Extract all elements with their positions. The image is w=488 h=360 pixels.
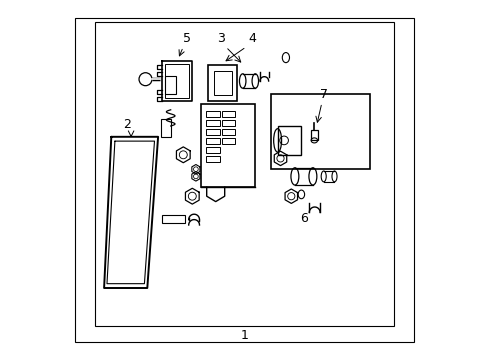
Text: 4: 4 [248, 32, 256, 45]
Bar [95, 22, 393, 326]
Bar [162, 215, 185, 223]
Bar [208, 65, 237, 101]
Bar [222, 138, 234, 144]
Bar [310, 130, 317, 140]
Bar [205, 111, 220, 117]
Bar [201, 104, 255, 187]
Text: 6: 6 [299, 212, 307, 225]
Bar [222, 120, 234, 126]
Bar [205, 120, 220, 126]
Bar [277, 126, 301, 155]
Text: 3: 3 [217, 32, 224, 45]
Text: 1: 1 [240, 329, 248, 342]
Bar [205, 156, 220, 162]
Bar [205, 147, 220, 153]
Bar [161, 119, 171, 137]
Text: 5: 5 [183, 32, 190, 45]
Bar [222, 129, 234, 135]
Bar [205, 129, 220, 135]
Bar [213, 71, 231, 95]
Text: 2: 2 [123, 118, 131, 131]
Bar [165, 76, 176, 94]
Bar [222, 111, 234, 117]
Text: 7: 7 [319, 88, 327, 101]
Bar [271, 94, 370, 169]
Bar [205, 138, 220, 144]
Bar [164, 64, 189, 98]
